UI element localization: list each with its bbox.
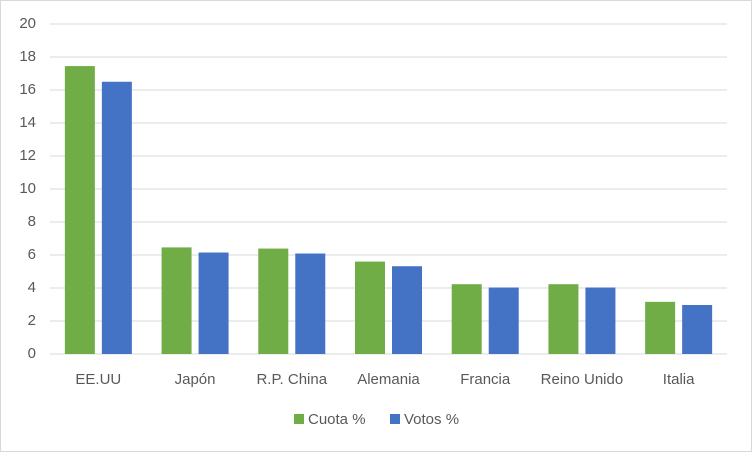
bar [548,284,579,354]
legend-swatch [390,414,400,424]
legend-swatch [294,414,304,424]
y-tick-label: 2 [28,312,36,329]
bar [392,266,422,354]
y-tick-label: 12 [19,147,36,164]
bar [645,301,676,354]
bar [101,81,132,354]
bar [161,247,192,354]
x-tick-label: R.P. China [256,371,327,388]
bar [258,248,289,354]
legend-label: Votos % [404,411,459,428]
legend-label: Cuota % [308,411,366,428]
y-tick-label: 8 [28,213,36,230]
bar [488,287,519,354]
x-tick-label: Japón [175,371,216,388]
y-tick-label: 4 [28,279,36,296]
bar [682,304,713,354]
x-tick-label: Francia [460,371,511,388]
x-tick-label: Alemania [357,371,420,388]
bar [295,253,326,354]
y-tick-label: 0 [28,345,36,362]
bar [198,252,229,354]
bar [585,287,616,354]
x-tick-label: Italia [663,371,695,388]
y-tick-label: 20 [19,15,36,32]
y-tick-label: 16 [19,81,36,98]
y-tick-label: 14 [19,114,36,131]
bar [451,284,482,354]
y-tick-label: 6 [28,246,36,263]
y-tick-label: 10 [19,180,36,197]
bar [355,261,385,354]
bar [64,66,95,354]
y-tick-label: 18 [19,48,36,65]
x-tick-label: Reino Unido [541,371,624,388]
x-tick-label: EE.UU [75,371,121,388]
